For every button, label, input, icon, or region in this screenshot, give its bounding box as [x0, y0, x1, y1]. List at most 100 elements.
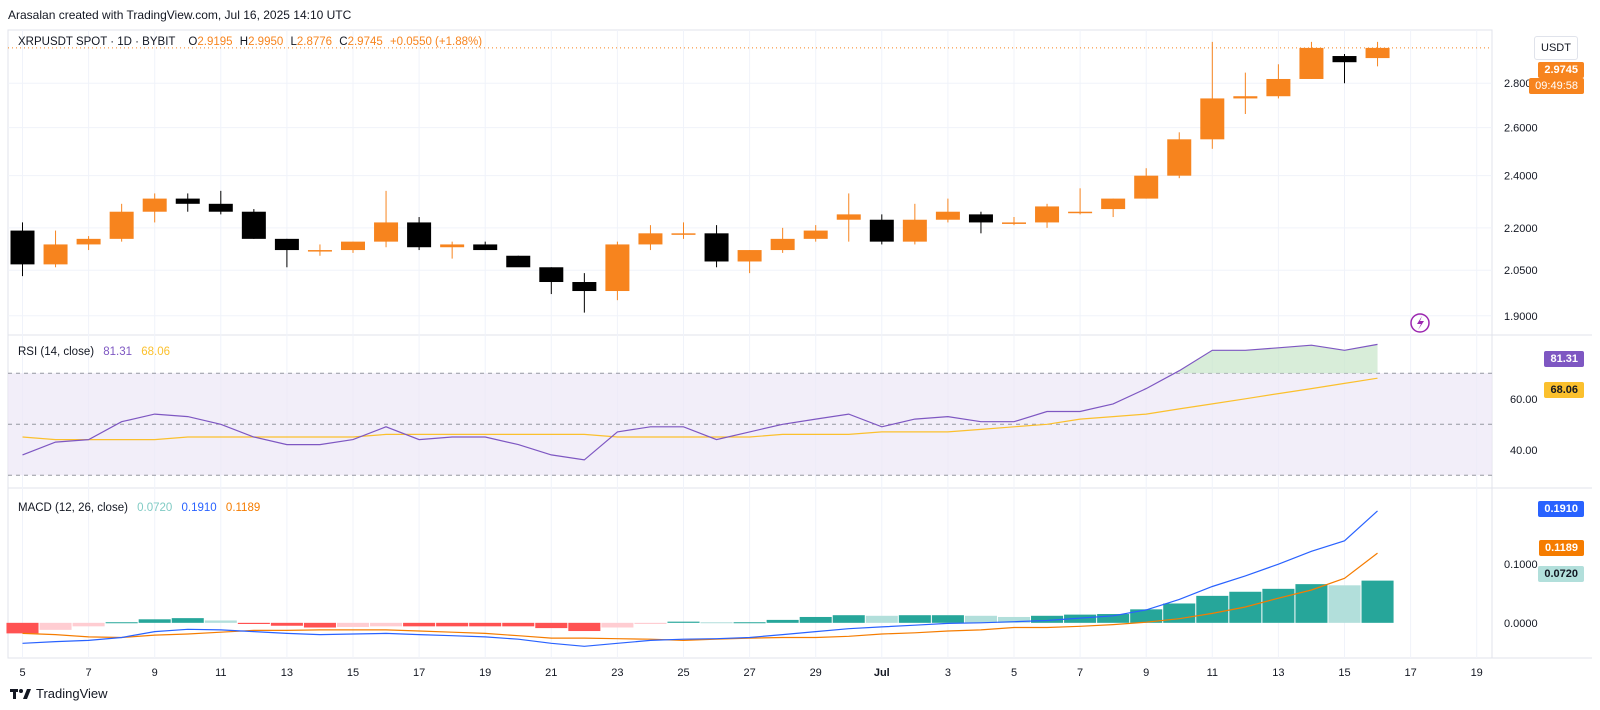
macd-histogram-bar: [667, 621, 700, 623]
candle-body: [1332, 56, 1357, 63]
time-tick-label: 19: [1471, 667, 1483, 679]
macd-histogram-bar: [964, 615, 997, 623]
rsi-title: RSI (14, close): [18, 346, 95, 358]
rsi-overbought-fill: [1179, 344, 1378, 374]
time-tick-label: 5: [1011, 667, 1017, 679]
price-tick-label: 1.9000: [1504, 311, 1538, 323]
candle-body: [1134, 175, 1159, 199]
candle-body: [671, 233, 696, 235]
low-value: 2.8776: [296, 36, 333, 48]
time-tick-label: 17: [413, 667, 425, 679]
price-legend: XRPUSDT SPOT · 1D · BYBIT O2.9195 H2.995…: [18, 36, 482, 48]
macd-histogram-bar: [535, 622, 568, 629]
rsi-lines: [22, 343, 1378, 461]
macd-histogram-bar: [1328, 585, 1361, 623]
candle-body: [1200, 98, 1225, 140]
macd-histogram-bar: [931, 615, 964, 623]
price-candles: [10, 41, 1390, 313]
macd-histogram-bar: [39, 622, 72, 630]
time-tick-label: 7: [86, 667, 92, 679]
macd-title: MACD (12, 26, close): [18, 502, 128, 514]
macd-histogram-bar: [403, 622, 436, 627]
candle-body: [539, 267, 564, 283]
rsi-legend[interactable]: RSI (14, close) 81.31 68.06: [18, 346, 170, 358]
time-tick-label: 3: [945, 667, 951, 679]
flash-icon[interactable]: [1410, 313, 1430, 333]
time-tick-label: 5: [19, 667, 25, 679]
candle-body: [407, 222, 432, 248]
signal-badge: 0.1189: [1538, 540, 1584, 556]
candle-body: [1365, 47, 1390, 59]
macd-histogram-bar: [270, 622, 303, 626]
price-tick-label: 2.0500: [1504, 265, 1538, 277]
candle-body: [704, 233, 729, 262]
macd-histogram-bar: [634, 622, 667, 624]
rsi-ma-badge: 68.06: [1544, 382, 1584, 398]
macd-histogram-bar: [105, 622, 138, 624]
candle-body: [737, 250, 762, 262]
macd-histogram-bar: [436, 622, 469, 627]
price-tick-label: 2.2000: [1504, 223, 1538, 235]
macd-histogram-bar: [303, 622, 336, 628]
candle-body: [76, 238, 101, 245]
macd-histogram-bar: [1361, 580, 1394, 623]
candle-body: [1035, 206, 1060, 223]
macd-histogram-bar: [601, 622, 634, 628]
time-tick-label: 11: [1207, 667, 1218, 679]
time-tick-label: Jul: [874, 667, 890, 679]
time-tick-label: 9: [1143, 667, 1149, 679]
rsi-tick-label: 40.00: [1510, 445, 1538, 457]
macd-histogram-bar: [1262, 588, 1295, 623]
macd-badge: 0.1910: [1538, 501, 1584, 517]
rsi-value: 81.31: [103, 346, 133, 358]
candle-body: [572, 282, 597, 292]
time-tick-label: 23: [611, 667, 623, 679]
time-tick-label: 11: [215, 667, 226, 679]
close-value: 2.9745: [347, 36, 383, 48]
macd-histogram-bar: [370, 622, 403, 627]
candle-body: [274, 238, 299, 251]
candle-body: [1002, 222, 1026, 224]
currency-button[interactable]: USDT: [1534, 36, 1578, 60]
time-tick-label: 21: [545, 667, 557, 679]
candle-body: [1266, 78, 1291, 97]
axis-labels: 1.90002.05002.20002.40002.60002.800040.0…: [19, 78, 1537, 679]
time-tick-label: 27: [743, 667, 755, 679]
candle-body: [968, 214, 993, 223]
rsi-badge: 81.31: [1544, 351, 1584, 367]
candle-body: [10, 230, 35, 265]
hist-badge: 0.0720: [1538, 566, 1584, 582]
macd-histogram-bar: [1130, 609, 1163, 623]
macd-histogram-bar: [733, 622, 766, 624]
rsi-line: [22, 343, 1378, 461]
candle-body: [803, 230, 828, 239]
symbol-label[interactable]: XRPUSDT SPOT · 1D · BYBIT: [18, 36, 176, 48]
candle-body: [175, 198, 200, 204]
time-tick-label: 29: [810, 667, 822, 679]
last-price-badge: 2.9745: [1538, 62, 1584, 78]
macd-histogram-bar: [898, 615, 931, 623]
macd-histogram-bar: [6, 622, 39, 634]
macd-histogram-bar: [72, 622, 105, 627]
footer-brand-label: TradingView: [36, 686, 108, 701]
high-label: H: [239, 36, 249, 48]
footer-brand[interactable]: TradingView: [10, 686, 108, 701]
time-tick-label: 13: [1272, 667, 1284, 679]
candle-body: [935, 211, 960, 220]
macd-histogram-bar: [171, 618, 204, 623]
candle-body: [1167, 139, 1192, 176]
candle-body: [208, 203, 233, 212]
candle-body: [902, 219, 927, 242]
macd-legend[interactable]: MACD (12, 26, close) 0.0720 0.1910 0.118…: [18, 502, 260, 514]
macd-histogram-bar: [1064, 614, 1097, 623]
macd-histogram-bar: [865, 615, 898, 623]
macd-histogram-bar: [568, 622, 601, 632]
macd-histogram-bar: [997, 616, 1031, 623]
change-value: +0.0550 (+1.88%): [389, 36, 483, 48]
candle-body: [109, 211, 134, 239]
macd-histogram-bar: [799, 616, 832, 623]
countdown-badge: 09:49:58: [1529, 78, 1584, 94]
macd-histogram-bar: [336, 622, 370, 627]
macd-histogram-bar: [832, 615, 865, 623]
